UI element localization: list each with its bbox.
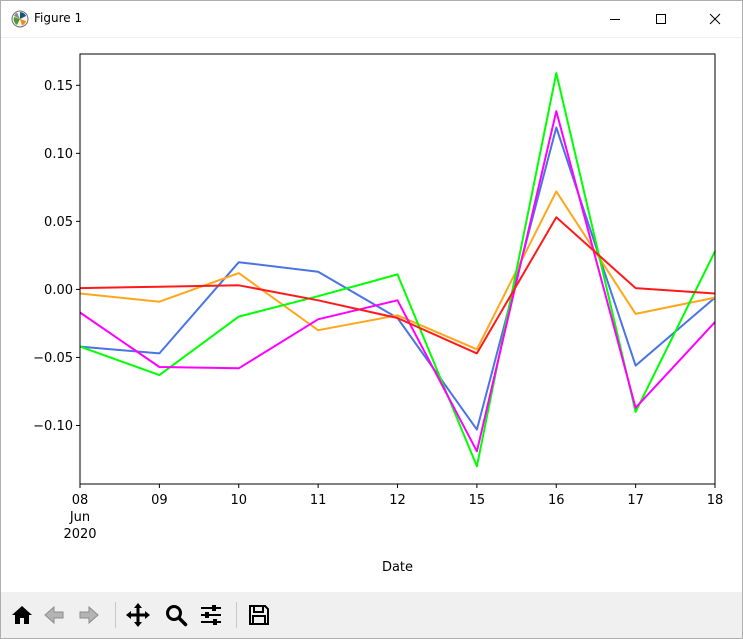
x-tick-label: 11 <box>310 493 327 508</box>
forward-button[interactable] <box>74 600 104 630</box>
toolbar-separator <box>115 602 116 628</box>
window-title: Figure 1 <box>34 11 83 25</box>
series-line-5 <box>79 216 716 355</box>
y-tick-label: 0.15 <box>44 79 73 94</box>
x-tick-label: 08 <box>72 493 89 508</box>
series-line-4 <box>79 110 716 453</box>
x-tick-sublabel: Jun <box>69 510 90 525</box>
floppy-disk-icon <box>249 605 269 625</box>
x-tick-label: 10 <box>230 493 247 508</box>
pan-button[interactable] <box>123 600 153 630</box>
x-tick-label: 16 <box>548 493 565 508</box>
home-button[interactable] <box>7 600 37 630</box>
figure-canvas[interactable]: −0.10 −0.05 0.00 0.05 0.10 0.15 08 09 10 11 12 15 16… <box>1 38 742 591</box>
move-icon <box>126 603 150 627</box>
series-line-2 <box>79 190 716 351</box>
y-tick-label: 0.10 <box>44 147 73 162</box>
home-icon <box>12 606 32 624</box>
matplotlib-icon <box>11 10 29 28</box>
zoom-button[interactable] <box>161 600 191 630</box>
minimize-icon <box>610 19 620 20</box>
x-tick-label: 17 <box>627 493 644 508</box>
title-bar: Figure 1 <box>1 1 742 38</box>
arrow-left-icon <box>44 605 64 625</box>
configure-subplots-button[interactable] <box>196 600 226 630</box>
axes-frame <box>79 53 716 485</box>
y-tick-label: 0.05 <box>44 215 73 230</box>
minimize-button[interactable] <box>592 1 638 37</box>
back-button[interactable] <box>39 600 69 630</box>
x-tick-label: 12 <box>389 493 406 508</box>
y-tick-label: −0.05 <box>33 351 73 366</box>
toolbar-separator <box>236 602 237 628</box>
series-line-1 <box>79 126 716 431</box>
x-tick-label: 09 <box>151 493 168 508</box>
sliders-icon <box>201 605 221 625</box>
save-button[interactable] <box>244 600 274 630</box>
x-axis-label: Date <box>382 560 413 575</box>
y-tick-label: 0.00 <box>44 283 73 298</box>
navigation-toolbar <box>1 592 742 638</box>
line-chart: −0.10 −0.05 0.00 0.05 0.10 0.15 08 09 10 11 12 15 16… <box>33 53 724 575</box>
maximize-button[interactable] <box>638 1 684 37</box>
x-tick-sublabel: 2020 <box>63 527 96 542</box>
x-tick-label: 15 <box>469 493 486 508</box>
x-tick-label: 18 <box>707 493 724 508</box>
y-tick-label: −0.10 <box>33 419 73 434</box>
close-button[interactable] <box>692 1 738 37</box>
series-line-3 <box>79 72 716 468</box>
magnifier-icon <box>166 605 188 627</box>
arrow-right-icon <box>79 605 99 625</box>
maximize-icon <box>656 14 666 24</box>
close-icon <box>709 13 721 25</box>
